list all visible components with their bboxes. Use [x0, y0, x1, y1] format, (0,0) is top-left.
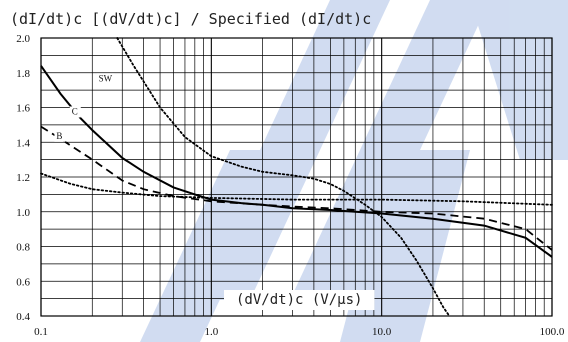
- y-tick-label: 1.6: [16, 103, 30, 115]
- series-line-c: [40, 65, 553, 258]
- y-tick-label: 0.4: [16, 311, 30, 323]
- series-label-c: C: [72, 106, 78, 116]
- x-tick-label: 100.0: [540, 326, 565, 338]
- series-layer: [40, 37, 553, 317]
- x-tick-label: 10.0: [372, 326, 392, 338]
- y-tick-label: 0.8: [16, 242, 30, 254]
- series-line-unlabeled: [40, 172, 553, 206]
- chart-title: (dI/dt)c [(dV/dt)c] / Specified (dI/dt)c: [10, 10, 371, 28]
- y-tick-labels: 0.4 0.6 0.8 1.0 1.2 1.4 1.6 1.8 2.0: [16, 33, 30, 323]
- series-line-sw: [116, 37, 451, 317]
- x-axis-label: (dV/dt)c (V/μs): [236, 292, 362, 308]
- x-axis-label-background: [224, 290, 375, 310]
- x-tick-label: 0.1: [34, 326, 48, 338]
- y-tick-label: 1.8: [16, 68, 30, 80]
- x-tick-label: 1.0: [204, 326, 218, 338]
- y-tick-label: 2.0: [16, 33, 30, 45]
- y-tick-label: 1.2: [16, 172, 30, 184]
- y-tick-label: 1.4: [16, 137, 30, 149]
- series-label-b: B: [56, 131, 62, 141]
- grid-minor: [41, 38, 552, 316]
- series-labels: SW C B: [54, 73, 115, 142]
- watermark-stripe: [470, 0, 568, 160]
- series-label-background: [69, 106, 81, 118]
- y-tick-label: 1.0: [16, 207, 30, 219]
- series-label-sw: SW: [99, 73, 113, 83]
- series-line-b: [40, 125, 553, 251]
- plot-frame: [40, 37, 553, 317]
- y-tick-label: 0.6: [16, 276, 30, 288]
- series-label-background: [54, 130, 66, 142]
- x-tick-labels: 0.1 1.0 10.0 100.0: [34, 326, 565, 338]
- series-label-background: [96, 73, 115, 85]
